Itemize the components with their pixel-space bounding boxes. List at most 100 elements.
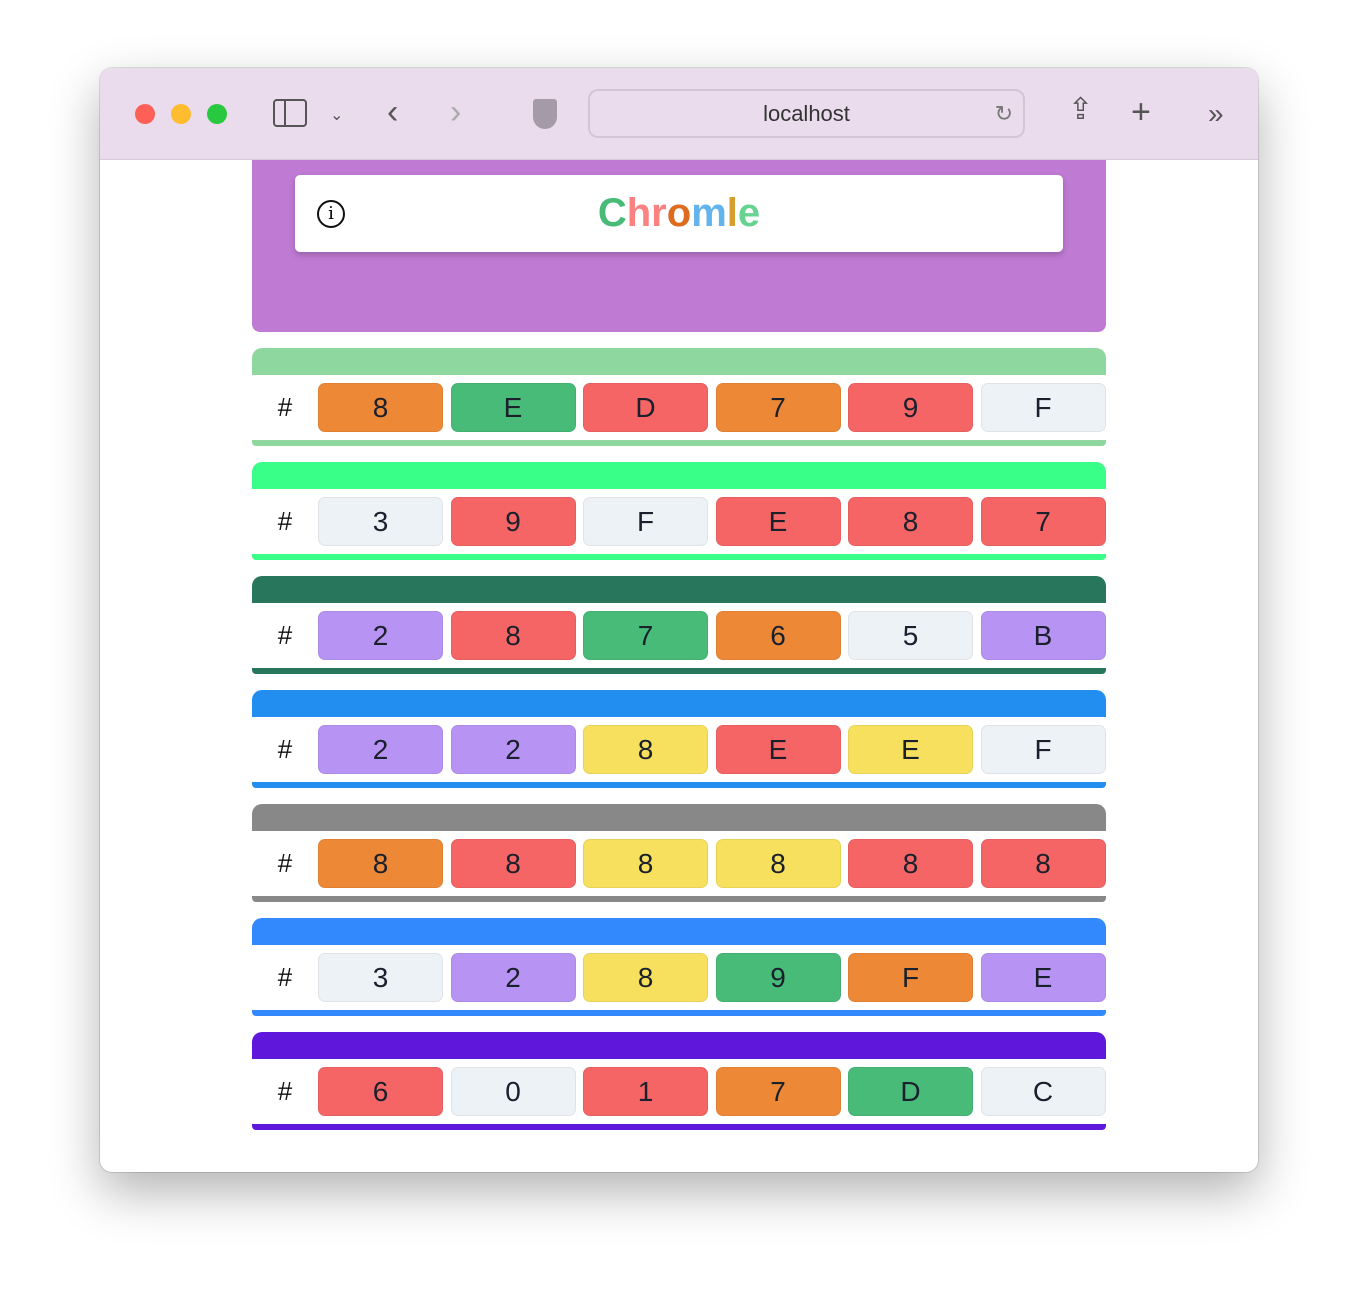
- hex-digit-cell: B: [980, 611, 1106, 660]
- back-icon[interactable]: ‹: [387, 93, 399, 131]
- guess-color-underline: [252, 440, 1106, 446]
- hex-digit-cell: 7: [980, 497, 1106, 546]
- minimize-window-button[interactable]: [171, 104, 191, 124]
- guess-row: #3 2 8 9 F E: [252, 918, 1106, 1016]
- hash-label: #: [277, 848, 293, 878]
- guess-color-underline: [252, 1010, 1106, 1016]
- hex-digit-cell: 7: [715, 383, 841, 432]
- title-card: i Chromle: [295, 175, 1063, 252]
- title-letter: C: [597, 191, 627, 235]
- sidebar-toggle-icon[interactable]: [273, 99, 307, 127]
- hex-cells: #2 8 7 6 5 B: [252, 603, 1106, 668]
- close-window-button[interactable]: [135, 104, 155, 124]
- browser-window: ⌄ ‹ › localhost ↻ ⇪ + » i Chromle #8 E D 7 9 F…: [100, 68, 1258, 1172]
- hex-digit-cell: 0: [450, 1067, 576, 1116]
- reload-icon[interactable]: ↻: [994, 101, 1013, 126]
- hex-cells: #6 0 1 7 D C: [252, 1059, 1106, 1124]
- guess-row: #8 E D 7 9 F: [252, 348, 1106, 446]
- hex-cells: #2 2 8 E E F: [252, 717, 1106, 782]
- hex-digit-cell: 8: [583, 725, 708, 774]
- hex-digit-cell: 7: [583, 611, 708, 660]
- hex-digit-cell: F: [980, 725, 1106, 774]
- new-tab-icon[interactable]: +: [1131, 93, 1151, 131]
- hex-digit-cell: E: [980, 953, 1106, 1002]
- hex-digit-cell: 7: [715, 1067, 841, 1116]
- address-bar[interactable]: localhost ↻: [588, 89, 1025, 138]
- guess-color-underline: [252, 1124, 1106, 1130]
- hex-digit-cell: D: [583, 383, 708, 432]
- hex-digit-cell: 8: [980, 839, 1106, 888]
- hex-cells: #8 8 8 8 8 8: [252, 831, 1106, 896]
- hex-digit-cell: E: [715, 497, 841, 546]
- hex-cells: #3 2 8 9 F E: [252, 945, 1106, 1010]
- browser-toolbar: ⌄ ‹ › localhost ↻ ⇪ + »: [100, 68, 1258, 160]
- hex-digit-cell: 2: [318, 611, 443, 660]
- guess-color-bar: [252, 918, 1106, 945]
- guess-color-bar: [252, 348, 1106, 375]
- maximize-window-button[interactable]: [207, 104, 227, 124]
- hex-digit-cell: 2: [450, 953, 576, 1002]
- shield-icon[interactable]: [533, 99, 557, 129]
- hash-label: #: [277, 1076, 293, 1106]
- guess-row: #3 9 F E 8 7: [252, 462, 1106, 560]
- share-icon[interactable]: ⇪: [1068, 93, 1094, 126]
- hash-label: #: [277, 620, 293, 650]
- info-icon[interactable]: i: [317, 200, 345, 228]
- hex-digit-cell: 5: [848, 611, 973, 660]
- hex-digit-cell: 8: [318, 383, 443, 432]
- hex-digit-cell: 8: [583, 953, 708, 1002]
- hex-digit-cell: 2: [450, 725, 576, 774]
- guess-row: #6 0 1 7 D C: [252, 1032, 1106, 1130]
- guess-color-underline: [252, 668, 1106, 674]
- hex-digit-cell: E: [715, 725, 841, 774]
- guess-color-underline: [252, 782, 1106, 788]
- hex-digit-cell: 6: [318, 1067, 443, 1116]
- hash-label: #: [277, 962, 293, 992]
- hex-digit-cell: F: [980, 383, 1106, 432]
- hex-digit-cell: 8: [450, 611, 576, 660]
- page-content: i Chromle #8 E D 7 9 F #3 9 F E 8 7 #2 8 7 6 5 B #2 2 8 E E F #8…: [252, 160, 1106, 1130]
- guess-row: #2 8 7 6 5 B: [252, 576, 1106, 674]
- hex-digit-cell: 3: [318, 953, 443, 1002]
- hex-digit-cell: D: [848, 1067, 973, 1116]
- app-title: Chromle: [295, 191, 1063, 236]
- hex-digit-cell: 8: [583, 839, 708, 888]
- hex-cells: #8 E D 7 9 F: [252, 375, 1106, 440]
- hex-digit-cell: C: [980, 1067, 1106, 1116]
- url-text: localhost: [763, 101, 850, 126]
- guess-list: #8 E D 7 9 F #3 9 F E 8 7 #2 8 7 6 5 B #2 2 8 E E F #8 8 8 8 8 8 #3 2 8 9…: [252, 348, 1106, 1130]
- guess-color-underline: [252, 554, 1106, 560]
- hash-label: #: [277, 506, 293, 536]
- title-letter: r: [651, 191, 667, 235]
- hex-digit-cell: 8: [848, 839, 973, 888]
- hex-digit-cell: 9: [848, 383, 973, 432]
- hex-digit-cell: 8: [715, 839, 841, 888]
- guess-color-bar: [252, 1032, 1106, 1059]
- guess-color-bar: [252, 690, 1106, 717]
- guess-color-bar: [252, 462, 1106, 489]
- hex-digit-cell: 9: [715, 953, 841, 1002]
- hex-digit-cell: 8: [450, 839, 576, 888]
- hex-digit-cell: F: [583, 497, 708, 546]
- app-header: i Chromle: [252, 160, 1106, 332]
- title-letter: h: [626, 191, 652, 235]
- guess-color-underline: [252, 896, 1106, 902]
- hex-digit-cell: 8: [318, 839, 443, 888]
- hex-digit-cell: 2: [318, 725, 443, 774]
- guess-row: #2 2 8 E E F: [252, 690, 1106, 788]
- hex-digit-cell: E: [450, 383, 576, 432]
- guess-color-bar: [252, 576, 1106, 603]
- hex-digit-cell: 8: [848, 497, 973, 546]
- guess-color-bar: [252, 804, 1106, 831]
- more-icon[interactable]: »: [1208, 98, 1224, 129]
- title-letter: o: [666, 191, 692, 235]
- hex-digit-cell: E: [848, 725, 973, 774]
- title-letter: l: [726, 191, 738, 235]
- hash-label: #: [277, 392, 293, 422]
- hash-label: #: [277, 734, 293, 764]
- forward-icon[interactable]: ›: [450, 93, 462, 131]
- hex-digit-cell: 1: [583, 1067, 708, 1116]
- hex-digit-cell: 9: [450, 497, 576, 546]
- chevron-down-icon[interactable]: ⌄: [330, 107, 344, 124]
- guess-row: #8 8 8 8 8 8: [252, 804, 1106, 902]
